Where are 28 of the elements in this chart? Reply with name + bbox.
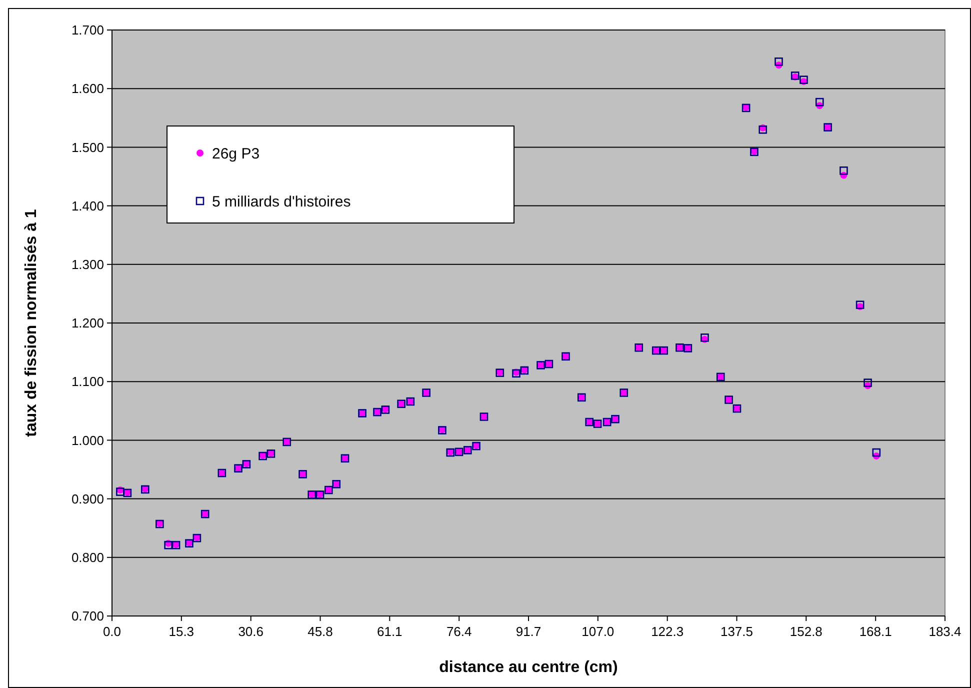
y-tick-label: 1.600 (71, 81, 104, 96)
legend-label: 5 milliards d'histoires (212, 193, 351, 210)
x-tick-label: 0.0 (102, 624, 122, 639)
x-tick-label: 137.5 (720, 624, 754, 639)
y-tick-label: 1.700 (71, 22, 104, 38)
x-tick-label: 30.6 (238, 624, 264, 639)
x-tick-label: 91.7 (516, 624, 542, 639)
y-tick-label: 1.400 (71, 198, 104, 214)
x-axis-title: distance au centre (cm) (439, 659, 618, 676)
x-tick-label: 61.1 (376, 624, 402, 639)
y-tick-label: 0.700 (71, 608, 104, 624)
y-axis-title: taux de fission normalisés à 1 (23, 209, 40, 437)
x-tick-label: 183.4 (928, 624, 962, 639)
y-tick-label: 1.300 (71, 256, 104, 272)
y-tick-label: 0.900 (71, 491, 104, 506)
x-tick-label: 45.8 (308, 624, 333, 639)
x-tick-label: 152.8 (790, 624, 822, 639)
y-tick-label: 1.200 (71, 316, 104, 331)
x-tick-label: 76.4 (446, 624, 472, 639)
x-tick-label: 107.0 (582, 624, 614, 639)
legend-label: 26g P3 (212, 145, 260, 162)
x-tick-label: 15.3 (168, 624, 194, 639)
y-tick-label: 0.800 (71, 550, 104, 565)
x-tick-label: 122.3 (651, 624, 684, 639)
y-tick-label: 1.500 (71, 140, 104, 155)
y-tick-label: 1.000 (71, 432, 104, 448)
x-tick-label: 168.1 (859, 624, 892, 639)
y-tick-label: 1.100 (71, 374, 104, 390)
